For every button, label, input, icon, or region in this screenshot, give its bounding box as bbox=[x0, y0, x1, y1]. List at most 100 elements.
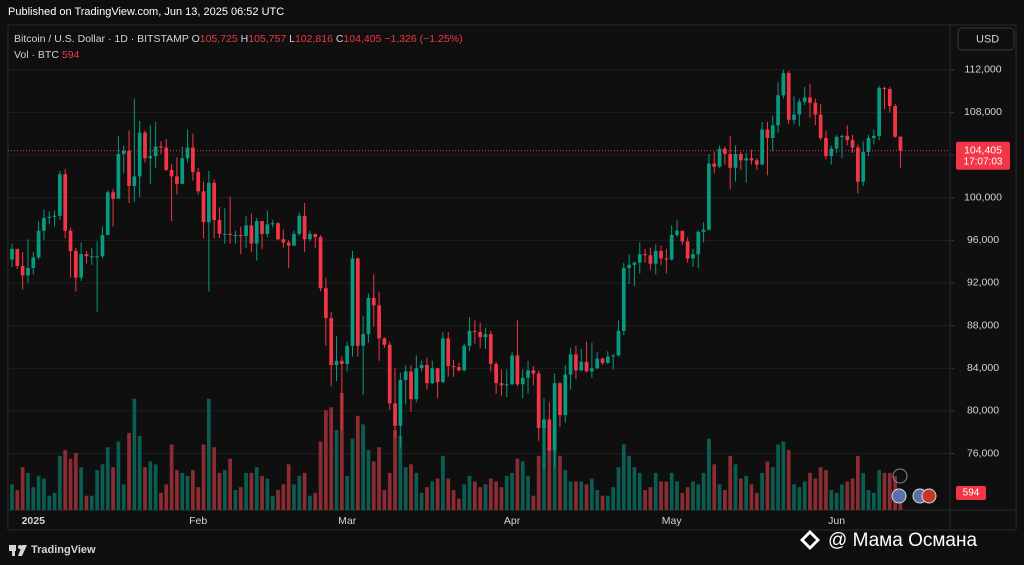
candle-body bbox=[238, 234, 243, 237]
volume-bar bbox=[515, 458, 520, 510]
candle-body bbox=[260, 221, 264, 234]
published-note: Published on TradingView.com, Jun 13, 20… bbox=[8, 6, 285, 18]
candle-body bbox=[191, 147, 195, 173]
candle-body bbox=[845, 135, 850, 141]
volume-bar bbox=[180, 472, 185, 510]
event-marker[interactable] bbox=[892, 468, 908, 484]
volume-bar bbox=[345, 475, 350, 510]
legend: Bitcoin / U.S. Dollar · 1D · BITSTAMP O1… bbox=[14, 31, 463, 63]
candle-body bbox=[664, 258, 669, 260]
candle-body bbox=[488, 334, 493, 364]
candle-body bbox=[169, 169, 174, 177]
price-tag bbox=[956, 141, 1010, 170]
volume-bar bbox=[318, 441, 323, 510]
volume-bar bbox=[281, 484, 286, 510]
volume-bar bbox=[361, 424, 365, 510]
candle-body bbox=[403, 371, 408, 380]
volume-bar bbox=[616, 467, 621, 510]
volume-bar bbox=[701, 472, 706, 510]
volume-bar bbox=[861, 472, 866, 510]
candle-body bbox=[856, 147, 860, 182]
volume-bar bbox=[398, 435, 403, 510]
volume-bar bbox=[584, 484, 589, 510]
volume-bar bbox=[669, 472, 674, 510]
volume-bar bbox=[270, 495, 275, 510]
candle-body bbox=[244, 225, 248, 237]
volume-bar bbox=[435, 478, 440, 510]
candle-body bbox=[600, 358, 605, 363]
candle-body bbox=[387, 344, 392, 404]
volume-bar bbox=[244, 472, 248, 510]
volume-bar bbox=[371, 461, 376, 510]
volume-bar bbox=[605, 495, 610, 510]
volume-bar bbox=[31, 487, 36, 510]
volume-bar bbox=[414, 472, 419, 510]
candle-body bbox=[590, 368, 594, 372]
volume-bar bbox=[334, 430, 339, 510]
open-prefix: O bbox=[191, 33, 200, 45]
volume-bar bbox=[47, 495, 52, 510]
candle-body bbox=[355, 258, 360, 346]
candle-body bbox=[637, 254, 642, 263]
volume-bar bbox=[691, 481, 695, 510]
volume-bar bbox=[212, 447, 217, 510]
volume-bar bbox=[717, 484, 722, 510]
candle-body bbox=[882, 87, 887, 89]
volume-bar bbox=[164, 484, 169, 510]
candle-body bbox=[675, 230, 679, 235]
volume-bar bbox=[712, 464, 717, 510]
price-tag-label: 104,405 bbox=[964, 145, 1002, 157]
volume-bar bbox=[185, 475, 190, 510]
candle-body bbox=[707, 163, 711, 230]
candle-body bbox=[201, 191, 206, 223]
candle-body bbox=[153, 146, 158, 157]
volume-bar bbox=[728, 455, 733, 510]
candle-body bbox=[148, 156, 153, 159]
candle-body bbox=[542, 419, 546, 428]
candle-body bbox=[451, 366, 456, 368]
volume-bar bbox=[531, 495, 536, 510]
candle-body bbox=[180, 158, 185, 184]
candle-body bbox=[121, 150, 126, 154]
close-value: 104,405 bbox=[343, 33, 382, 45]
volume-bar bbox=[196, 487, 201, 510]
candle-body bbox=[286, 242, 291, 246]
candle-body bbox=[483, 334, 488, 338]
volume-bar bbox=[206, 398, 211, 510]
currency-button[interactable] bbox=[957, 27, 1015, 51]
candle-body bbox=[42, 217, 46, 231]
volume-bar bbox=[707, 438, 711, 510]
volume-bar bbox=[68, 458, 73, 510]
volume-bar bbox=[696, 484, 701, 510]
volume-bar bbox=[148, 461, 153, 510]
x-tick-label: Feb bbox=[189, 515, 207, 527]
volume-bar bbox=[760, 472, 764, 510]
candle-body bbox=[47, 216, 52, 218]
volume-bar bbox=[100, 464, 105, 510]
candle-body bbox=[52, 215, 57, 217]
volume-bar bbox=[233, 490, 238, 510]
volume-bar bbox=[552, 427, 557, 510]
candle-body bbox=[515, 355, 520, 385]
candle-body bbox=[776, 95, 780, 126]
volume-bar bbox=[169, 444, 174, 510]
candle-body bbox=[605, 356, 610, 363]
candle-body bbox=[249, 225, 254, 244]
candle-body bbox=[824, 137, 828, 157]
volume-bar bbox=[393, 430, 397, 510]
candle-body bbox=[217, 220, 222, 234]
candle-body bbox=[472, 330, 477, 332]
candle-body bbox=[669, 234, 674, 260]
volume-bar bbox=[467, 475, 472, 510]
volume-bar bbox=[36, 475, 41, 510]
candle-body bbox=[829, 148, 834, 157]
volume-bar bbox=[563, 470, 568, 510]
event-marker[interactable] bbox=[921, 488, 937, 504]
y-tick-label: 92,000 bbox=[967, 277, 999, 289]
candle-body bbox=[159, 146, 163, 148]
candle-body bbox=[73, 250, 78, 278]
event-marker[interactable] bbox=[891, 488, 907, 504]
volume-bar bbox=[329, 407, 334, 510]
volume-bar bbox=[877, 470, 882, 510]
volume-bar bbox=[499, 487, 504, 510]
